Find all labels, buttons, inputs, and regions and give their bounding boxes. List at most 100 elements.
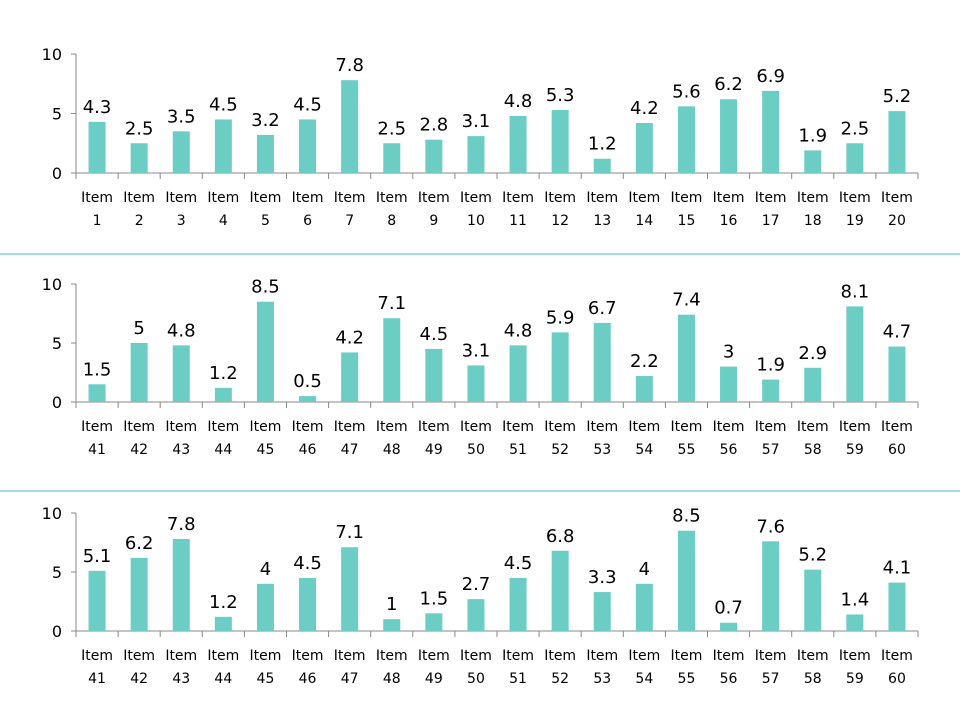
chart-1-category-label-14-line-1: Item (628, 190, 660, 206)
chart-1-category-label-18-line-1: Item (797, 190, 829, 206)
chart-2-category-label-6-line-1: Item (292, 419, 324, 435)
chart-2-bar-8 (383, 318, 401, 402)
chart-2-y-tick-label-10: 10 (42, 275, 62, 294)
chart-2-bar-20 (888, 346, 906, 402)
chart-1-category-label-10-line-1: Item (460, 190, 492, 206)
chart-2-category-label-8-line-1: Item (376, 419, 408, 435)
chart-2-bar-16 (720, 366, 738, 402)
chart-1-data-label-6: 4.5 (293, 94, 322, 115)
chart-1-bar-18 (804, 150, 822, 173)
chart-3-category-label-17-line-2: 57 (762, 671, 780, 687)
chart-3-y-tick-label-10: 10 (42, 504, 62, 523)
chart-1-bar-11 (509, 115, 527, 173)
chart-3-data-label-13: 3.3 (588, 567, 617, 588)
chart-1-category-label-19-line-2: 19 (846, 213, 864, 229)
chart-3-category-label-8-line-2: 48 (383, 671, 401, 687)
chart-1-bar-10 (467, 136, 485, 173)
chart-2-data-label-17: 1.9 (756, 355, 785, 376)
chart-2-bar-10 (467, 365, 485, 402)
chart-1-category-label-1-line-2: 1 (93, 213, 102, 229)
chart-3-data-label-19: 1.4 (841, 589, 870, 610)
chart-3-category-label-14-line-1: Item (628, 648, 660, 664)
chart-2-bar-4 (214, 387, 232, 402)
chart-2-category-label-17-line-2: 57 (762, 442, 780, 458)
chart-2-category-label-19-line-1: Item (839, 419, 871, 435)
chart-2-data-label-5: 8.5 (251, 277, 280, 298)
chart-2-category-label-16-line-2: 56 (720, 442, 738, 458)
chart-3-data-label-14: 4 (639, 559, 650, 580)
chart-1-category-label-3-line-2: 3 (177, 213, 186, 229)
chart-2-category-label-9-line-1: Item (418, 419, 450, 435)
chart-3-category-label-13-line-1: Item (586, 648, 618, 664)
chart-2-category-label-2-line-1: Item (123, 419, 155, 435)
chart-1-data-label-18: 1.9 (798, 125, 827, 146)
chart-3-category-label-8-line-1: Item (376, 648, 408, 664)
chart-1-category-label-9-line-1: Item (418, 190, 450, 206)
chart-3-data-label-12: 6.8 (546, 526, 575, 547)
chart-3-category-label-3-line-2: 43 (172, 671, 190, 687)
chart-1-category-label-2-line-1: Item (123, 190, 155, 206)
chart-1-category-label-15-line-1: Item (671, 190, 703, 206)
chart-3-bar-7 (341, 547, 359, 631)
chart-3-bar-17 (762, 541, 780, 631)
chart-1-category-label-13-line-2: 13 (593, 213, 611, 229)
chart-1-category-label-8-line-2: 8 (387, 213, 396, 229)
chart-3-category-label-5-line-2: 45 (257, 671, 275, 687)
chart-2-category-label-5-line-2: 45 (257, 442, 275, 458)
chart-1-data-label-11: 4.8 (504, 91, 533, 112)
chart-3-data-label-5: 4 (260, 559, 271, 580)
chart-1-category-label-5-line-1: Item (250, 190, 282, 206)
chart-2-category-label-3-line-2: 43 (172, 442, 190, 458)
chart-2-bar-2 (130, 343, 148, 402)
chart-3-data-label-16: 0.7 (714, 598, 743, 619)
chart-3-category-label-6-line-2: 46 (299, 671, 317, 687)
chart-2-bar-19 (846, 306, 864, 402)
chart-3-bar-11 (509, 577, 527, 631)
chart-1-bar-13 (593, 158, 611, 173)
chart-3-data-label-15: 8.5 (672, 506, 701, 527)
chart-1-bar-9 (425, 139, 443, 173)
chart-3-category-label-9-line-2: 49 (425, 671, 443, 687)
chart-2-data-label-13: 6.7 (588, 298, 617, 319)
chart-1-data-label-10: 3.1 (462, 111, 491, 132)
chart-1-data-label-8: 2.5 (377, 118, 406, 139)
chart-1-bar-2 (130, 143, 148, 173)
chart-3-category-label-5-line-1: Item (250, 648, 282, 664)
chart-1-y-tick-label-0: 0 (52, 164, 62, 183)
chart-1-category-label-6-line-2: 6 (303, 213, 312, 229)
chart-3-category-label-12-line-2: 52 (551, 671, 569, 687)
chart-3-data-label-4: 1.2 (209, 592, 238, 613)
chart-3-category-label-20-line-2: 60 (888, 671, 906, 687)
chart-1-category-label-16-line-1: Item (713, 190, 745, 206)
chart-3-category-label-12-line-1: Item (544, 648, 576, 664)
chart-3-category-label-4-line-2: 44 (214, 671, 232, 687)
chart-2-data-label-1: 1.5 (83, 359, 112, 380)
chart-1-data-label-3: 3.5 (167, 106, 196, 127)
chart-2-data-label-19: 8.1 (841, 281, 870, 302)
chart-1-bar-15 (677, 106, 695, 173)
chart-2-category-label-16-line-1: Item (713, 419, 745, 435)
chart-2-y-tick-label-5: 5 (52, 334, 62, 353)
chart-2-data-label-16: 3 (723, 342, 734, 363)
chart-2-category-label-18-line-1: Item (797, 419, 829, 435)
chart-1-bar-12 (551, 109, 569, 173)
chart-1-category-label-15-line-2: 15 (678, 213, 696, 229)
chart-2-bar-12 (551, 332, 569, 402)
chart-2-data-label-11: 4.8 (504, 320, 533, 341)
chart-3-bar-9 (425, 613, 443, 631)
chart-3-category-label-10-line-2: 50 (467, 671, 485, 687)
chart-3-data-label-10: 2.7 (462, 574, 491, 595)
chart-2-data-label-7: 4.2 (335, 327, 364, 348)
chart-2-category-label-14-line-1: Item (628, 419, 660, 435)
chart-2-category-label-13-line-2: 53 (593, 442, 611, 458)
chart-3-category-label-4-line-1: Item (207, 648, 239, 664)
chart-1-bar-19 (846, 143, 864, 173)
chart-2-bar-17 (762, 379, 780, 402)
chart-1-data-label-13: 1.2 (588, 134, 617, 155)
chart-3-category-label-1-line-1: Item (81, 648, 113, 664)
chart-1-category-label-12-line-2: 12 (551, 213, 569, 229)
chart-1-category-label-3-line-1: Item (165, 190, 197, 206)
chart-3-category-label-16-line-2: 56 (720, 671, 738, 687)
